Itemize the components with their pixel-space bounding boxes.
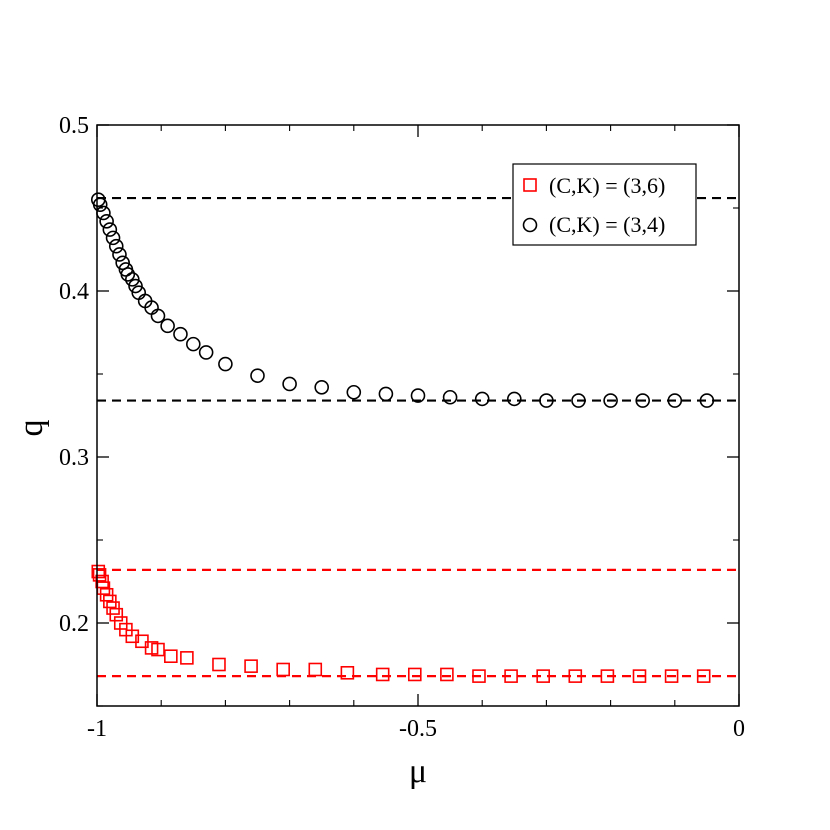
series-1-point [696, 669, 711, 683]
series-2-point [99, 213, 114, 229]
series-2-point [346, 384, 362, 400]
series-1-point [91, 564, 106, 579]
series-2-point [125, 272, 140, 287]
series-2-point [128, 278, 143, 294]
y-tick-label: 0.2 [59, 611, 89, 637]
legend-marker-circle [522, 217, 538, 233]
series-2-point [571, 393, 586, 408]
series-1-point [375, 667, 390, 682]
series-1-point [308, 662, 323, 677]
legend-marker-square [523, 178, 537, 192]
series-1-point [600, 669, 615, 683]
series-1-point [536, 669, 550, 683]
series-2-point [120, 267, 136, 282]
x-axis-label: μ [409, 753, 427, 790]
x-tick-label: -0.5 [399, 716, 437, 742]
series-1-point [125, 629, 140, 644]
legend: (C,K) = (3,6) (C,K) = (3,4) [512, 163, 697, 246]
series-2-point [474, 391, 490, 407]
x-tick-label: 0 [733, 716, 745, 742]
series-2-point [314, 379, 330, 395]
series-2-point [108, 238, 124, 254]
y-tick-label: 0.5 [59, 113, 89, 139]
x-tick-label: -1 [87, 716, 107, 742]
legend-label-series-1: (C,K) = (3,6) [549, 173, 665, 198]
series-2-point [410, 388, 426, 403]
series-2-point [198, 345, 214, 360]
series-2-point [186, 336, 201, 352]
series-2-point [102, 222, 118, 237]
series-1-point [632, 669, 647, 683]
series-2-point [92, 197, 108, 212]
series-1-point [568, 669, 583, 683]
series-2-point [667, 393, 683, 408]
series-2-point [112, 247, 127, 262]
series-2-point [150, 308, 166, 324]
series-2-point [282, 376, 297, 392]
series-2-point [539, 393, 554, 408]
series-2-point [506, 391, 522, 407]
series-1-point [151, 642, 165, 657]
series-1-point [504, 669, 518, 683]
series-2-point [699, 393, 715, 408]
y-tick-label: 0.4 [59, 279, 89, 305]
series-1-point [440, 667, 454, 682]
series-1-point [664, 669, 679, 683]
y-axis-label: q [13, 420, 50, 437]
legend-label-series-2: (C,K) = (3,4) [549, 212, 665, 237]
plot-layer [90, 192, 739, 683]
series-2-point [173, 326, 188, 342]
series-2-point [442, 389, 458, 405]
axes-layer: -1 -0.5 0 0.2 0.3 0.4 0.5 [59, 113, 745, 742]
series-2-point [250, 368, 265, 383]
series-2-point [105, 230, 121, 246]
series-1-point [212, 657, 226, 672]
series-2-point [160, 318, 175, 334]
series-1-point [164, 649, 178, 664]
series-1-point [340, 665, 355, 680]
series-2-point [218, 356, 233, 372]
series-1-point [276, 662, 290, 677]
series-1-point [180, 651, 194, 665]
series-2-point [603, 393, 618, 408]
series-1-point [472, 669, 486, 683]
series-2-point [378, 386, 394, 402]
series-2-point [635, 393, 651, 408]
series-1-point [407, 667, 422, 682]
y-tick-label: 0.3 [59, 445, 89, 471]
series-1-point [244, 659, 258, 673]
legend-frame [512, 163, 697, 246]
series-1-point [109, 607, 124, 622]
